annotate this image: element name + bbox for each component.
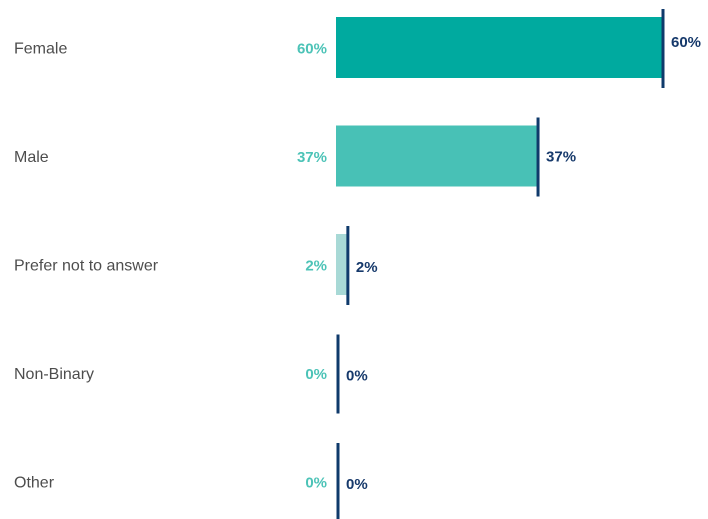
category-label-male: Male: [14, 149, 49, 166]
category-label-other: Other: [14, 475, 55, 492]
value-label-left-male: 37%: [297, 149, 327, 166]
value-label-left-prefer-not-to-answer: 2%: [305, 258, 327, 275]
value-label-right-female: 60%: [671, 34, 701, 51]
value-label-right-non-binary: 0%: [346, 368, 368, 385]
value-label-right-male: 37%: [546, 149, 576, 166]
category-label-female: Female: [14, 41, 67, 58]
value-label-right-other: 0%: [346, 476, 368, 493]
bar-male: [336, 125, 538, 187]
category-label-non-binary: Non-Binary: [14, 366, 94, 383]
value-label-right-prefer-not-to-answer: 2%: [356, 259, 378, 276]
category-label-prefer-not-to-answer: Prefer not to answer: [14, 258, 159, 275]
bar-female: [336, 17, 662, 78]
bar-prefer-not-to-answer: [336, 234, 347, 295]
value-label-left-female: 60%: [297, 41, 327, 58]
value-label-left-non-binary: 0%: [305, 366, 327, 383]
value-label-left-other: 0%: [305, 475, 327, 492]
